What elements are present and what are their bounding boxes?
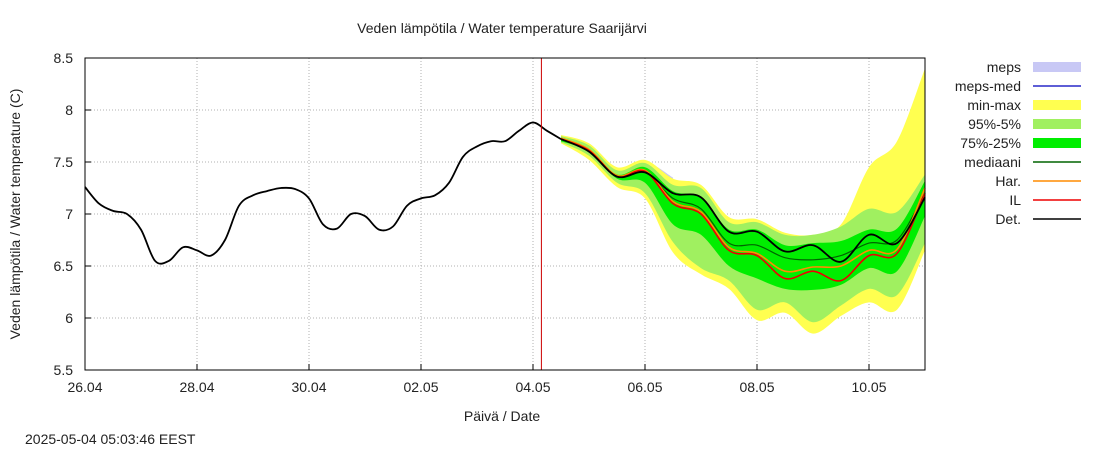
legend-label-p95_5: 95%-5% — [968, 116, 1021, 132]
y-tick-label: 8 — [65, 102, 73, 118]
legend-label-det: Det. — [995, 211, 1021, 227]
x-tick-label: 02.05 — [403, 379, 438, 395]
series-line-det — [560, 138, 926, 263]
legend-label-meps_med: meps-med — [955, 78, 1021, 94]
x-tick-label: 10.05 — [851, 379, 886, 395]
axis-ticks: 26.04 28.04 30.04 02.05 04.05 06.05 08.05 10.05… — [54, 50, 887, 395]
x-axis-label: Päivä / Date — [464, 408, 540, 424]
y-tick-label: 5.5 — [54, 362, 74, 378]
legend-swatch-minmax — [1033, 100, 1081, 110]
legend: meps meps-med min-max 95%-5% 75%-25% mediaani… — [955, 59, 1081, 227]
x-tick-label: 08.05 — [739, 379, 774, 395]
timestamp-label: 2025-05-04 05:03:46 EEST — [25, 431, 196, 447]
x-tick-label: 28.04 — [179, 379, 214, 395]
observed-line — [84, 121, 562, 265]
legend-swatch-p95_5 — [1033, 119, 1081, 129]
legend-label-minmax: min-max — [967, 97, 1021, 113]
x-tick-label: 04.05 — [515, 379, 550, 395]
x-tick-label: 06.05 — [627, 379, 662, 395]
x-tick-label: 30.04 — [291, 379, 326, 395]
y-tick-label: 7.5 — [54, 154, 74, 170]
plot-area — [84, 58, 926, 370]
legend-label-median: mediaani — [964, 154, 1021, 170]
legend-label-p75_25: 75%-25% — [960, 135, 1021, 151]
y-tick-label: 6 — [65, 310, 73, 326]
series-line-har — [560, 137, 926, 273]
y-tick-label: 6.5 — [54, 258, 74, 274]
legend-swatch-meps — [1033, 62, 1081, 72]
legend-label-meps: meps — [987, 59, 1021, 75]
y-tick-label: 7 — [65, 206, 73, 222]
legend-label-il: IL — [1009, 192, 1021, 208]
y-axis-label: Veden lämpötila / Water temperature (C) — [7, 89, 23, 340]
y-tick-label: 8.5 — [54, 50, 74, 66]
chart-title: Veden lämpötila / Water temperature Saar… — [357, 20, 647, 36]
legend-swatch-p75_25 — [1033, 138, 1081, 148]
legend-label-har: Har. — [995, 173, 1021, 189]
x-tick-label: 26.04 — [67, 379, 102, 395]
